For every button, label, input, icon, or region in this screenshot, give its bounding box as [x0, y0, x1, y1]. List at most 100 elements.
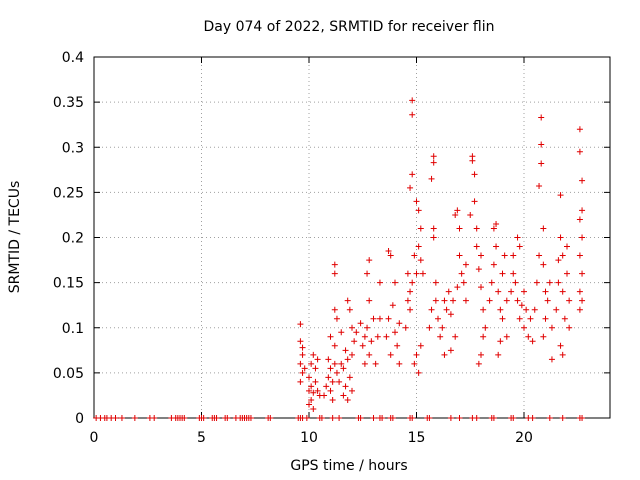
data-point [432, 279, 439, 286]
data-point [419, 270, 426, 277]
data-point [544, 297, 551, 304]
data-point [542, 288, 549, 295]
y-tick-label: 0.05 [53, 366, 84, 382]
data-point [576, 252, 583, 259]
data-point [336, 378, 343, 385]
data-point [548, 324, 555, 331]
data-point [546, 279, 553, 286]
data-point [478, 351, 484, 358]
data-point [428, 306, 435, 313]
data-point [540, 333, 547, 340]
data-point [432, 297, 439, 304]
data-point [387, 252, 394, 259]
data-point [557, 234, 564, 241]
data-point [376, 315, 383, 322]
data-point [267, 415, 274, 421]
tick-labels: 0 0.05 0.1 0.15 0.2 0.25 0.3 0.35 0.4 0 5 10 15 20 [53, 50, 533, 446]
y-tick-label: 0.1 [62, 321, 84, 337]
data-point [482, 324, 489, 331]
data-point [308, 396, 315, 403]
data-point [510, 270, 517, 277]
data-point [349, 387, 355, 394]
data-point [499, 315, 506, 322]
data-point [224, 415, 231, 421]
data-point [118, 415, 125, 421]
data-point [566, 297, 573, 304]
data-point [559, 288, 566, 295]
data-point [299, 351, 306, 358]
data-point [409, 111, 416, 118]
data-point [527, 315, 534, 322]
data-point [456, 415, 463, 421]
data-point [333, 315, 340, 322]
data-point [555, 279, 562, 286]
data-point [200, 415, 207, 421]
data-point [480, 333, 487, 340]
data-point [523, 306, 530, 313]
data-point [331, 342, 338, 349]
data-point [533, 279, 540, 286]
data-point [529, 415, 536, 421]
data-point [299, 344, 306, 351]
data-point [299, 369, 306, 376]
data-point [564, 243, 570, 250]
data-point [415, 243, 422, 250]
data-point [407, 288, 414, 295]
data-point [404, 270, 411, 277]
y-tick-label: 0.4 [62, 50, 84, 66]
data-point [318, 415, 325, 421]
data-point [564, 270, 570, 277]
data-point [557, 192, 564, 199]
data-point [338, 360, 345, 367]
data-point [306, 374, 312, 381]
data-point [359, 342, 366, 349]
data-point [370, 315, 377, 322]
data-point [514, 234, 521, 241]
data-point [331, 261, 338, 268]
data-point [323, 383, 330, 390]
data-point [576, 216, 583, 223]
data-point [516, 243, 523, 250]
data-point [306, 387, 312, 394]
data-point [512, 279, 519, 286]
data-point [456, 225, 463, 232]
data-point [538, 141, 545, 148]
data-point [439, 324, 446, 331]
data-point [561, 315, 568, 322]
data-point [445, 288, 452, 295]
x-axis-title: GPS time / hours [290, 458, 407, 474]
data-point [327, 333, 334, 340]
data-point [331, 360, 338, 367]
data-point [392, 329, 398, 336]
data-point [538, 114, 545, 121]
data-point [475, 266, 482, 273]
data-point [392, 279, 398, 286]
data-point [344, 396, 351, 403]
data-point [443, 306, 450, 313]
data-point [503, 333, 510, 340]
data-point [540, 225, 547, 232]
data-point [112, 415, 119, 421]
data-point [559, 351, 566, 358]
data-point [333, 369, 340, 376]
data-point [467, 211, 474, 218]
data-point [396, 320, 403, 327]
data-point [542, 315, 549, 322]
data-point [579, 177, 586, 184]
data-point [364, 324, 371, 331]
data-point [312, 378, 319, 385]
data-point [490, 261, 497, 268]
data-point [366, 297, 373, 304]
data-point [409, 415, 416, 421]
data-point [394, 342, 401, 349]
y-tick-label: 0.25 [53, 185, 84, 201]
data-point [548, 356, 555, 363]
data-point [331, 270, 338, 277]
data-point [499, 270, 506, 277]
data-point [447, 415, 454, 421]
y-tick-label: 0 [75, 411, 84, 427]
data-point [501, 252, 508, 259]
data-point [402, 324, 409, 331]
data-point [351, 338, 358, 345]
